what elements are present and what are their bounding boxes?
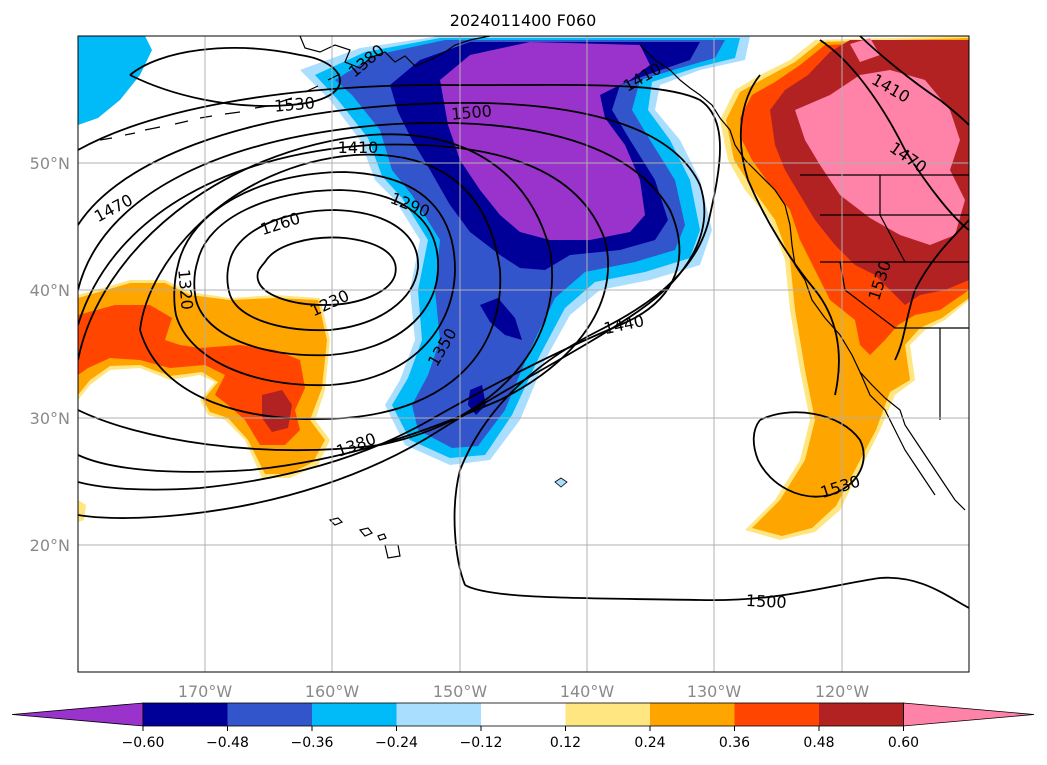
- longitude-labels: 170°W 160°W 150°W 140°W 130°W 120°W: [178, 682, 870, 701]
- colorbar-outline: [142, 702, 904, 727]
- height-contour-layer: [78, 36, 969, 609]
- contour-label: 1410: [338, 138, 379, 157]
- lon-label: 120°W: [815, 682, 870, 701]
- colorbar-swatch: [396, 703, 481, 726]
- contour-label: 1530: [273, 93, 315, 115]
- contour-1500-south: [464, 576, 969, 609]
- colorbar-tick-label: 0.60: [888, 735, 919, 751]
- lon-label: 150°W: [433, 682, 488, 701]
- contour-1290: [193, 189, 439, 357]
- colorbar-swatch: [650, 703, 735, 726]
- colorbar-tick-label: 0.12: [550, 735, 581, 751]
- anomaly-blob-nw: [78, 36, 152, 125]
- coastline-hawaii: [328, 517, 401, 559]
- coastline-aleutians: [99, 73, 341, 141]
- contour-label: 1500: [745, 591, 787, 612]
- anomaly-tongue-purple: [440, 42, 650, 240]
- coastline-baja-west: [859, 371, 936, 496]
- lat-label: 50°N: [30, 154, 70, 173]
- lat-label: 20°N: [30, 536, 70, 555]
- contour-1320: [173, 171, 456, 387]
- contour-1380: [78, 133, 553, 451]
- colorbar-tick-label: −0.48: [206, 735, 249, 751]
- lon-label: 160°W: [305, 682, 360, 701]
- colorbar-extend-high: [903, 702, 1035, 727]
- coastline-baja: [884, 397, 966, 511]
- coastline-alaska-panhandle: [639, 44, 736, 146]
- colorbar-tick-label: −0.60: [122, 735, 165, 751]
- lon-label: 140°W: [560, 682, 615, 701]
- colorbar-swatch: [565, 703, 650, 726]
- colorbar-swatch: [481, 703, 566, 726]
- contour-1440: [78, 122, 681, 491]
- contour-label: 1500: [450, 101, 492, 123]
- anomaly-warm-pink-small: [850, 38, 880, 62]
- colorbar-swatch: [143, 703, 228, 726]
- colorbar: −0.60 −0.48 −0.36 −0.24 −0.12 0.12 0.24 0.36 0.4…: [11, 702, 1035, 751]
- contour-1260: [226, 209, 419, 332]
- coastline-layer: [99, 36, 969, 559]
- colorbar-tick-label: 0.24: [634, 735, 665, 751]
- contour-1350: [139, 153, 502, 421]
- contour-1410: [78, 143, 610, 473]
- colorbar-swatch: [734, 703, 819, 726]
- anomaly-warm-ne-pink: [795, 70, 965, 245]
- border-states-3: [879, 175, 906, 263]
- anomaly-warm-pacific-darkred: [262, 390, 292, 432]
- contour-1530-baja: [752, 411, 865, 498]
- gridlines: [78, 36, 969, 672]
- contour-label: 1320: [174, 268, 196, 310]
- anomaly-warm-pacific-red: [78, 305, 305, 445]
- colorbar-tick-label: −0.24: [375, 735, 418, 751]
- colorbar-swatch: [227, 703, 312, 726]
- lat-label: 30°N: [30, 409, 70, 428]
- contour-1500-north: [78, 83, 721, 586]
- lat-label: 40°N: [30, 281, 70, 300]
- coastline-west-coast: [734, 144, 886, 399]
- contour-1470-ne: [819, 39, 969, 231]
- contour-1530-coast: [739, 74, 840, 396]
- map-frame: [77, 35, 970, 673]
- coastline-alaska: [299, 36, 491, 69]
- anomaly-patch-navy-1: [480, 298, 522, 340]
- map-title: 2024011400 F060: [450, 11, 597, 30]
- contour-1410-ne: [859, 36, 969, 126]
- contour-1230: [256, 236, 397, 306]
- lon-label: 170°W: [178, 682, 233, 701]
- map-panel: 1530 1500 1410 1470 1260 1290 1320 1230 …: [77, 35, 970, 673]
- anomaly-cool-dot: [554, 477, 568, 488]
- colorbar-extend-low: [11, 702, 144, 727]
- colorbar-tick-label: −0.36: [291, 735, 334, 751]
- filled-anomaly-layer: [78, 36, 969, 540]
- latitude-labels: 50°N 40°N 30°N 20°N: [30, 154, 70, 555]
- colorbar-tick-label: 0.48: [803, 735, 834, 751]
- colorbar-tick-label: −0.12: [460, 735, 503, 751]
- colorbar-swatch: [819, 703, 904, 726]
- lon-label: 130°W: [687, 682, 742, 701]
- colorbar-swatch: [312, 703, 397, 726]
- colorbar-tick-label: 0.36: [719, 735, 750, 751]
